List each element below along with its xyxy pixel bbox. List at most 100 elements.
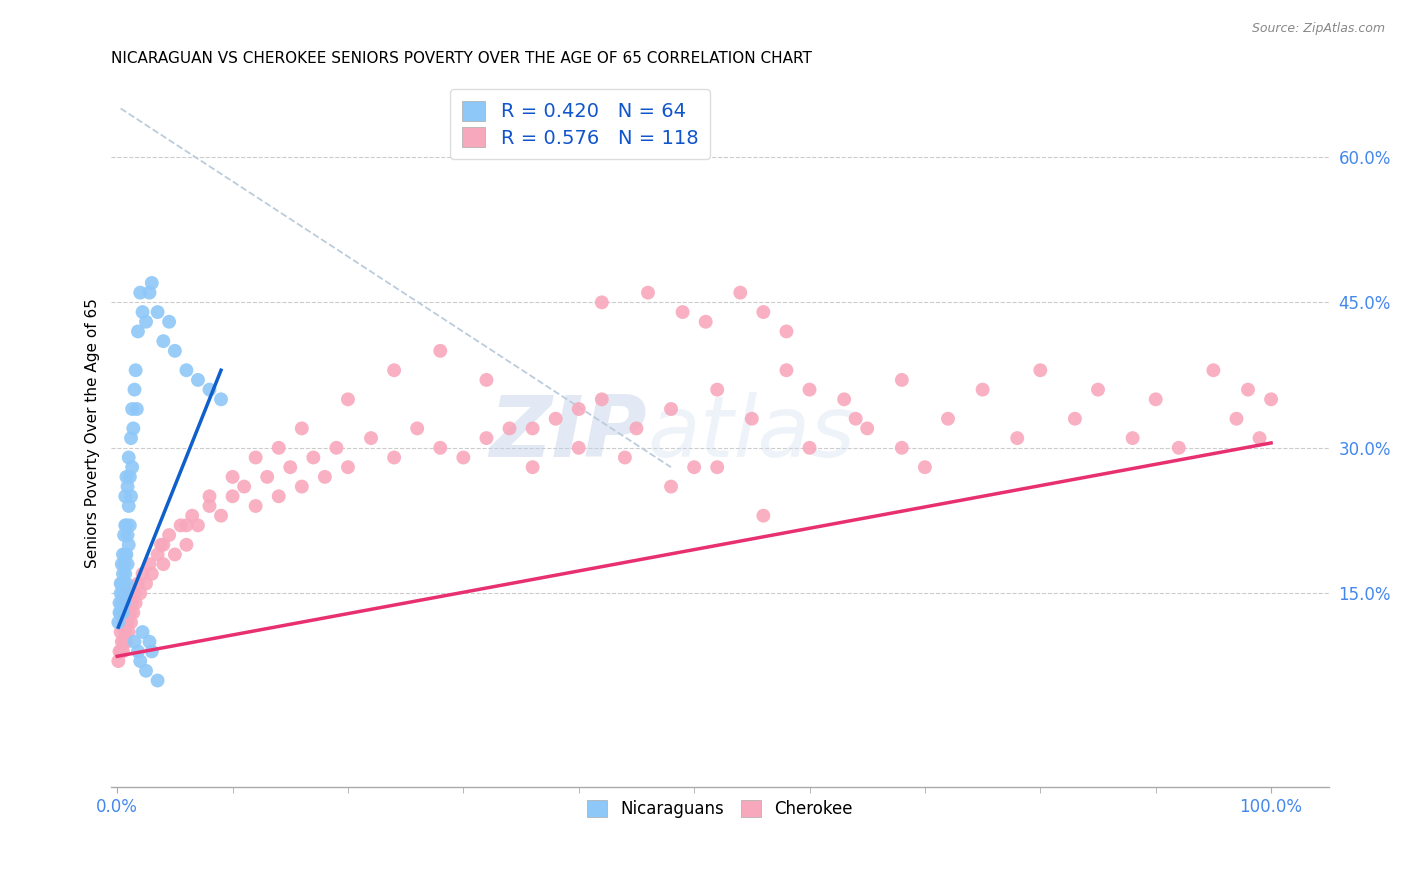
- Point: [1260, 392, 1282, 407]
- Text: ZIP: ZIP: [489, 392, 647, 475]
- Point: [360, 431, 382, 445]
- Point: [936, 411, 959, 425]
- Point: [111, 566, 134, 581]
- Point: [114, 596, 136, 610]
- Point: [1202, 363, 1225, 377]
- Point: [152, 557, 174, 571]
- Point: [111, 557, 134, 571]
- Point: [115, 606, 138, 620]
- Point: [169, 518, 191, 533]
- Point: [152, 334, 174, 348]
- Point: [198, 383, 221, 397]
- Point: [591, 295, 613, 310]
- Point: [110, 576, 132, 591]
- Point: [1064, 411, 1087, 425]
- Point: [291, 421, 314, 435]
- Point: [406, 421, 429, 435]
- Point: [111, 586, 134, 600]
- Point: [336, 460, 359, 475]
- Point: [111, 615, 134, 630]
- Point: [114, 518, 136, 533]
- Point: [124, 586, 146, 600]
- Point: [108, 606, 131, 620]
- Point: [108, 644, 131, 658]
- Point: [138, 634, 160, 648]
- Point: [120, 489, 142, 503]
- Point: [111, 548, 134, 562]
- Point: [1225, 411, 1247, 425]
- Point: [429, 343, 451, 358]
- Point: [120, 615, 142, 630]
- Point: [314, 470, 336, 484]
- Point: [150, 538, 173, 552]
- Point: [111, 634, 134, 648]
- Point: [671, 305, 693, 319]
- Point: [626, 421, 648, 435]
- Point: [198, 489, 221, 503]
- Point: [118, 499, 141, 513]
- Point: [114, 625, 136, 640]
- Point: [115, 470, 138, 484]
- Point: [152, 538, 174, 552]
- Point: [181, 508, 204, 523]
- Point: [157, 528, 180, 542]
- Point: [135, 315, 157, 329]
- Point: [233, 480, 256, 494]
- Point: [775, 325, 797, 339]
- Point: [127, 325, 149, 339]
- Point: [245, 450, 267, 465]
- Point: [118, 470, 141, 484]
- Point: [267, 441, 290, 455]
- Point: [118, 450, 141, 465]
- Point: [111, 606, 134, 620]
- Point: [118, 596, 141, 610]
- Point: [429, 441, 451, 455]
- Point: [121, 402, 143, 417]
- Point: [135, 664, 157, 678]
- Point: [683, 460, 706, 475]
- Point: [799, 441, 821, 455]
- Point: [141, 566, 163, 581]
- Text: Source: ZipAtlas.com: Source: ZipAtlas.com: [1251, 22, 1385, 36]
- Point: [591, 392, 613, 407]
- Point: [115, 548, 138, 562]
- Point: [110, 586, 132, 600]
- Point: [112, 557, 135, 571]
- Point: [127, 576, 149, 591]
- Point: [111, 644, 134, 658]
- Point: [124, 383, 146, 397]
- Point: [221, 470, 243, 484]
- Point: [146, 673, 169, 688]
- Point: [146, 305, 169, 319]
- Point: [124, 596, 146, 610]
- Point: [114, 489, 136, 503]
- Y-axis label: Seniors Poverty Over the Age of 65: Seniors Poverty Over the Age of 65: [86, 298, 100, 568]
- Point: [107, 615, 129, 630]
- Point: [1122, 431, 1144, 445]
- Point: [141, 276, 163, 290]
- Point: [695, 315, 717, 329]
- Point: [125, 402, 148, 417]
- Point: [522, 460, 544, 475]
- Point: [121, 596, 143, 610]
- Point: [138, 285, 160, 300]
- Point: [131, 305, 153, 319]
- Point: [122, 421, 145, 435]
- Point: [706, 460, 728, 475]
- Point: [129, 285, 152, 300]
- Point: [115, 518, 138, 533]
- Point: [659, 402, 682, 417]
- Point: [1249, 431, 1271, 445]
- Point: [245, 499, 267, 513]
- Point: [1237, 383, 1260, 397]
- Point: [832, 392, 855, 407]
- Point: [278, 460, 301, 475]
- Point: [117, 557, 139, 571]
- Point: [475, 431, 498, 445]
- Point: [112, 576, 135, 591]
- Point: [256, 470, 278, 484]
- Point: [114, 586, 136, 600]
- Point: [1144, 392, 1167, 407]
- Point: [131, 566, 153, 581]
- Point: [637, 285, 659, 300]
